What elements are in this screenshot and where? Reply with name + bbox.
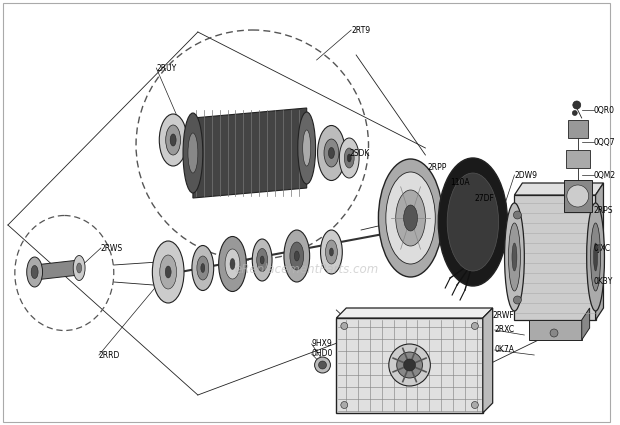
Ellipse shape [73, 255, 85, 280]
Text: 2RT9: 2RT9 [351, 26, 370, 34]
Ellipse shape [339, 138, 359, 178]
Text: 2RWS: 2RWS [101, 244, 123, 252]
Text: eReplacementParts.com: eReplacementParts.com [234, 264, 379, 277]
Ellipse shape [329, 248, 334, 256]
Polygon shape [515, 183, 603, 195]
Ellipse shape [257, 249, 268, 272]
Ellipse shape [438, 158, 508, 286]
Text: 0QM2: 0QM2 [593, 170, 616, 179]
Ellipse shape [159, 114, 187, 166]
Ellipse shape [329, 147, 334, 159]
Ellipse shape [505, 203, 525, 311]
Text: 2SDK: 2SDK [349, 148, 370, 158]
Ellipse shape [397, 352, 422, 378]
Ellipse shape [513, 211, 521, 219]
Ellipse shape [294, 251, 299, 261]
Ellipse shape [165, 266, 171, 278]
Text: 2RWF: 2RWF [493, 311, 515, 320]
Ellipse shape [513, 296, 521, 304]
Ellipse shape [396, 190, 425, 246]
Ellipse shape [341, 323, 348, 329]
Ellipse shape [572, 110, 577, 116]
Ellipse shape [321, 230, 342, 274]
Text: 0HD0: 0HD0 [312, 349, 333, 359]
Text: 2DW9: 2DW9 [515, 170, 538, 179]
Polygon shape [566, 150, 590, 168]
Ellipse shape [170, 134, 176, 146]
Text: 9HX9: 9HX9 [312, 340, 332, 348]
Polygon shape [35, 260, 79, 280]
Ellipse shape [225, 249, 240, 279]
Ellipse shape [188, 133, 198, 173]
Ellipse shape [284, 230, 309, 282]
Text: 2RUY: 2RUY [156, 63, 177, 73]
Polygon shape [337, 318, 483, 413]
Ellipse shape [378, 159, 443, 277]
Ellipse shape [27, 257, 43, 287]
Ellipse shape [324, 139, 339, 167]
Text: 0QQ7: 0QQ7 [593, 138, 615, 147]
Ellipse shape [317, 125, 345, 181]
Ellipse shape [587, 203, 604, 311]
Text: 0K7A: 0K7A [495, 346, 515, 354]
Ellipse shape [219, 236, 246, 292]
Ellipse shape [593, 243, 598, 271]
Ellipse shape [550, 329, 558, 337]
Ellipse shape [471, 402, 479, 408]
Text: 2RPS: 2RPS [593, 206, 613, 215]
Ellipse shape [386, 172, 435, 264]
Ellipse shape [319, 361, 327, 369]
Text: 0JXC: 0JXC [593, 244, 611, 252]
Polygon shape [515, 195, 596, 320]
Ellipse shape [341, 402, 348, 408]
Text: 0QR0: 0QR0 [593, 105, 614, 114]
Text: 2RXC: 2RXC [495, 326, 515, 334]
Ellipse shape [252, 239, 272, 281]
Ellipse shape [512, 243, 517, 271]
Polygon shape [596, 183, 603, 320]
Polygon shape [337, 308, 493, 318]
Ellipse shape [447, 173, 498, 271]
Text: 110A: 110A [450, 178, 470, 187]
Ellipse shape [404, 205, 417, 231]
Ellipse shape [260, 256, 264, 264]
Text: 2RRD: 2RRD [99, 351, 120, 360]
Ellipse shape [591, 223, 601, 291]
Polygon shape [529, 320, 582, 340]
Ellipse shape [326, 240, 337, 264]
Ellipse shape [298, 112, 316, 184]
Ellipse shape [471, 323, 479, 329]
Ellipse shape [347, 154, 351, 162]
Ellipse shape [77, 263, 82, 273]
Ellipse shape [290, 242, 304, 270]
Ellipse shape [230, 258, 235, 269]
Text: 2RPP: 2RPP [427, 164, 447, 173]
Ellipse shape [303, 130, 311, 166]
Ellipse shape [183, 113, 203, 193]
Text: 27DF: 27DF [475, 193, 495, 202]
Ellipse shape [573, 101, 581, 109]
Ellipse shape [31, 266, 38, 278]
Ellipse shape [404, 359, 415, 371]
Ellipse shape [153, 241, 184, 303]
Polygon shape [568, 120, 588, 138]
Ellipse shape [192, 246, 214, 291]
Ellipse shape [197, 256, 209, 280]
Ellipse shape [201, 264, 205, 272]
Text: 0K3Y: 0K3Y [593, 278, 613, 286]
Polygon shape [193, 108, 307, 198]
Polygon shape [582, 308, 590, 340]
Polygon shape [564, 180, 591, 212]
Ellipse shape [508, 223, 520, 291]
Ellipse shape [567, 185, 588, 207]
Polygon shape [483, 308, 493, 413]
Ellipse shape [314, 357, 330, 373]
Ellipse shape [344, 148, 354, 168]
Ellipse shape [166, 125, 180, 155]
Ellipse shape [389, 344, 430, 386]
Ellipse shape [160, 255, 177, 289]
